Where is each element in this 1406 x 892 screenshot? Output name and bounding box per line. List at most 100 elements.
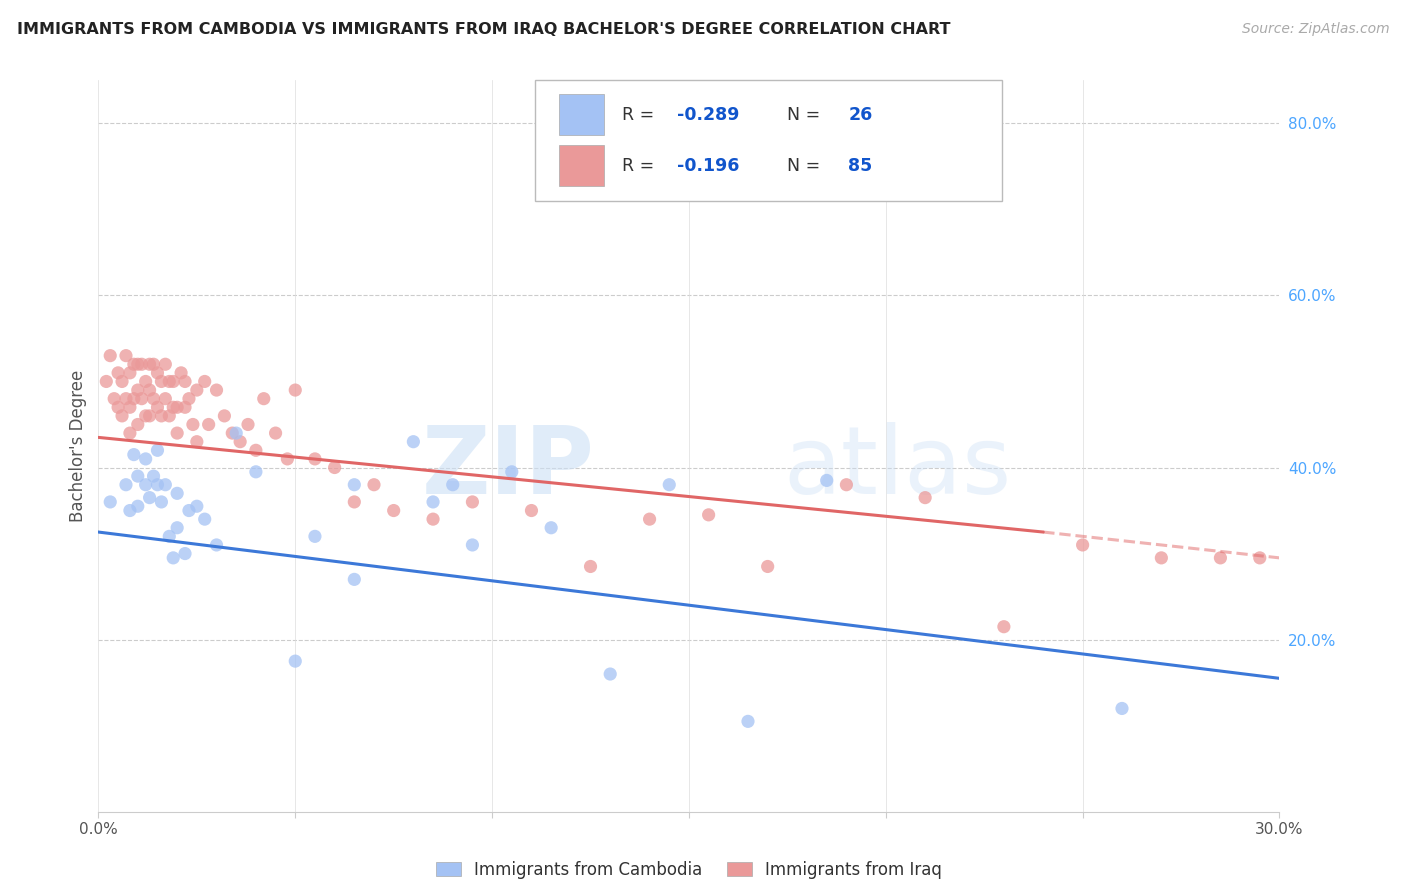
Point	[146, 477, 169, 491]
Point	[111, 409, 134, 423]
Point	[150, 375, 173, 389]
Point	[1111, 701, 1133, 715]
Point	[914, 491, 936, 505]
Point	[111, 375, 134, 389]
Point	[194, 375, 217, 389]
Point	[284, 654, 307, 668]
Point	[118, 401, 141, 415]
Point	[579, 559, 602, 574]
Point	[815, 474, 838, 488]
Point	[520, 503, 543, 517]
Point	[155, 392, 177, 406]
Point	[177, 503, 200, 517]
Point	[138, 491, 160, 505]
Point	[107, 401, 129, 415]
Text: N =: N =	[787, 157, 825, 175]
Point	[157, 375, 180, 389]
Text: Source: ZipAtlas.com: Source: ZipAtlas.com	[1241, 22, 1389, 37]
Point	[264, 426, 287, 441]
FancyBboxPatch shape	[536, 80, 1002, 201]
Text: 85: 85	[848, 157, 873, 175]
Point	[157, 529, 180, 543]
Point	[229, 434, 252, 449]
Text: 26: 26	[848, 105, 873, 124]
Point	[461, 538, 484, 552]
Point	[127, 357, 149, 371]
Point	[540, 521, 562, 535]
Point	[155, 357, 177, 371]
Point	[170, 366, 193, 380]
Point	[599, 667, 621, 681]
Point	[146, 366, 169, 380]
Point	[98, 349, 121, 363]
Point	[174, 547, 197, 561]
Point	[118, 503, 141, 517]
Point	[253, 392, 276, 406]
Point	[127, 383, 149, 397]
Point	[221, 426, 243, 441]
Text: -0.196: -0.196	[678, 157, 740, 175]
Point	[142, 357, 165, 371]
Point	[115, 477, 138, 491]
Point	[162, 401, 184, 415]
Point	[461, 495, 484, 509]
Point	[157, 409, 180, 423]
Point	[166, 521, 188, 535]
Point	[127, 417, 149, 432]
Point	[835, 477, 858, 491]
Point	[122, 392, 145, 406]
Point	[1150, 550, 1173, 565]
Point	[135, 375, 157, 389]
Point	[138, 357, 160, 371]
Point	[142, 392, 165, 406]
Point	[638, 512, 661, 526]
Point	[127, 500, 149, 514]
Point	[382, 503, 405, 517]
Point	[118, 366, 141, 380]
Legend: Immigrants from Cambodia, Immigrants from Iraq: Immigrants from Cambodia, Immigrants fro…	[430, 855, 948, 884]
Text: R =: R =	[621, 105, 659, 124]
Point	[138, 383, 160, 397]
Point	[135, 409, 157, 423]
Point	[236, 417, 259, 432]
Point	[166, 426, 188, 441]
Point	[146, 401, 169, 415]
Point	[162, 550, 184, 565]
Point	[245, 443, 267, 458]
Point	[343, 495, 366, 509]
Y-axis label: Bachelor's Degree: Bachelor's Degree	[69, 370, 87, 522]
Point	[166, 486, 188, 500]
Point	[284, 383, 307, 397]
Point	[194, 512, 217, 526]
Point	[225, 426, 247, 441]
Point	[118, 426, 141, 441]
Point	[146, 443, 169, 458]
Point	[737, 714, 759, 729]
Point	[402, 434, 425, 449]
Point	[422, 495, 444, 509]
Point	[122, 448, 145, 462]
Text: -0.289: -0.289	[678, 105, 740, 124]
Point	[441, 477, 464, 491]
Point	[323, 460, 346, 475]
Point	[1209, 550, 1232, 565]
Point	[103, 392, 125, 406]
Point	[131, 392, 153, 406]
Point	[422, 512, 444, 526]
Point	[205, 538, 228, 552]
Point	[343, 573, 366, 587]
Point	[697, 508, 720, 522]
Point	[343, 477, 366, 491]
Point	[993, 620, 1015, 634]
Point	[186, 434, 208, 449]
Point	[501, 465, 523, 479]
Point	[150, 409, 173, 423]
Point	[1249, 550, 1271, 565]
Point	[756, 559, 779, 574]
Point	[127, 469, 149, 483]
Point	[186, 500, 208, 514]
Point	[135, 477, 157, 491]
Point	[245, 465, 267, 479]
Point	[166, 401, 188, 415]
Point	[304, 451, 326, 466]
